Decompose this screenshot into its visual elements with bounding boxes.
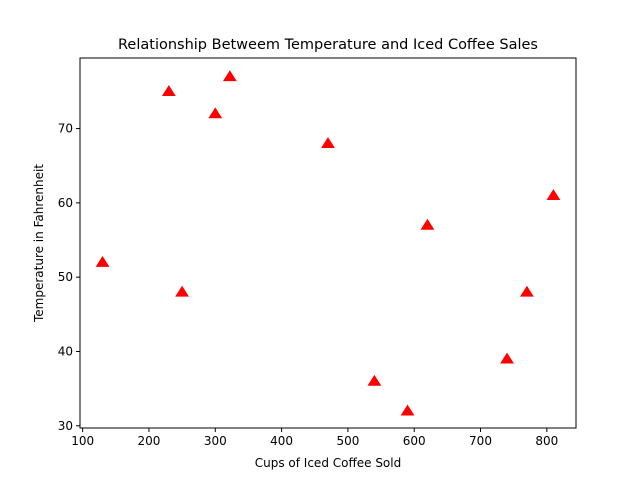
y-tick-label: 30 [58,419,73,433]
data-point-marker [208,107,223,119]
data-point-marker [161,85,176,96]
x-axis: 100 200 300 400 500 600 700 800 [71,428,558,448]
data-point-marker [520,285,534,297]
data-point-marker [175,285,190,297]
y-axis: 30 40 50 60 70 [58,122,80,433]
x-tick-label: 300 [204,434,227,448]
data-point-marker [367,374,382,386]
data-point-marker [321,137,335,148]
y-tick-label: 40 [58,344,73,358]
data-point-marker [420,218,435,230]
data-point-marker [546,189,561,200]
y-tick-label: 50 [58,270,73,284]
x-tick-label: 700 [469,434,492,448]
x-tick-label: 500 [336,434,359,448]
data-point-marker [222,70,237,82]
data-point-marker [95,255,110,267]
chart-title: Relationship Betweem Temperature and Ice… [118,37,538,53]
y-tick-label: 60 [58,196,73,210]
x-tick-label: 400 [270,434,293,448]
plot-frame [79,57,577,429]
x-axis-label: Cups of Iced Coffee Sold [255,456,401,470]
x-tick-label: 800 [535,434,558,448]
y-tick-label: 70 [58,122,73,136]
x-tick-label: 100 [71,434,94,448]
y-axis-label: Temperature in Fahrenheit [32,164,46,323]
x-tick-label: 200 [138,434,161,448]
data-point-marker [400,404,415,416]
x-tick-label: 600 [403,434,426,448]
data-point-marker [500,352,514,364]
data-points [95,70,561,416]
